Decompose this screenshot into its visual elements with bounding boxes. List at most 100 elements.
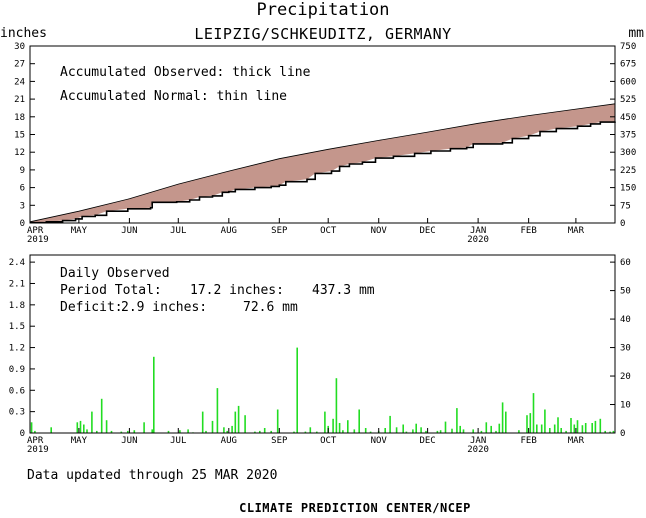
daily-bar (105, 420, 108, 433)
x-tick-label: NOV (371, 436, 388, 446)
y-tick-label-left: 1.5 (9, 322, 25, 332)
daily-bar (544, 409, 546, 433)
daily-bar (549, 428, 551, 433)
y-tick-label-right: 60 (620, 258, 631, 268)
right-unit-label: mm (628, 26, 644, 41)
x-tick-label: DEC (419, 436, 435, 446)
daily-bar (581, 425, 584, 433)
daily-bar (304, 431, 307, 433)
period-total-inches: 17.2 inches: (190, 283, 284, 298)
daily-bar (50, 427, 52, 433)
daily-bar (187, 429, 189, 433)
daily-bar (472, 429, 474, 433)
daily-bar (573, 424, 576, 433)
daily-bar (384, 428, 386, 433)
daily-bar (296, 347, 298, 433)
daily-bar (480, 430, 483, 433)
daily-bar (425, 430, 427, 433)
y-tick-label-left: 18 (14, 113, 25, 123)
daily-bar (211, 420, 214, 433)
accumulated-y-ticks-right: 0 75 150 225 300 375 450 525 600 675 750 (610, 42, 636, 229)
daily-bar (599, 418, 602, 433)
daily-bar (518, 430, 520, 433)
daily-bar (439, 430, 442, 433)
daily-bar (226, 430, 228, 433)
daily-bar (451, 428, 453, 433)
daily-bar (505, 411, 507, 433)
daily-bar (364, 428, 367, 433)
daily-bar (83, 424, 85, 433)
daily-bar (594, 420, 597, 433)
daily-bar (254, 431, 256, 433)
daily-bar (96, 430, 98, 433)
daily-bar (151, 429, 153, 433)
daily-bars (30, 347, 615, 433)
daily-bar (560, 428, 562, 433)
y-tick-label-left: 0 (20, 219, 25, 229)
observed-line (30, 121, 616, 224)
daily-bar (529, 413, 532, 433)
y-tick-label-right: 10 (620, 401, 631, 411)
y-tick-label-right: 20 (620, 372, 631, 382)
period-total-label: Period Total: (60, 283, 162, 298)
y-tick-label-right: 750 (620, 42, 636, 52)
y-tick-label-left: 15 (14, 131, 25, 141)
daily-bar (415, 423, 417, 433)
y-tick-label-right: 40 (620, 315, 631, 325)
daily-bar (490, 425, 492, 433)
daily-bar (369, 431, 372, 433)
x-tick-label: JAN (470, 436, 486, 446)
daily-bar (395, 427, 398, 433)
daily-bar (358, 409, 360, 433)
x-tick-label: JAN (470, 226, 486, 236)
x-tick-label: MAR (568, 226, 585, 236)
daily-bar (167, 430, 170, 433)
daily-bar (338, 423, 341, 433)
deficit-mm: 72.6 mm (243, 300, 298, 315)
daily-bar (532, 393, 535, 433)
y-tick-label-right: 450 (620, 113, 636, 123)
x-tick-label: OCT (320, 436, 337, 446)
daily-bar (412, 429, 414, 433)
daily-bar (485, 422, 488, 433)
daily-bar (420, 427, 422, 433)
y-tick-label-right: 75 (620, 201, 631, 211)
daily-bar (259, 430, 261, 433)
x-tick-year: 2019 (27, 445, 49, 455)
daily-y-ticks-right: 0 10 20 30 40 50 60 (610, 258, 631, 439)
y-tick-label-left: 0 (20, 429, 25, 439)
daily-bar (456, 408, 458, 433)
accumulated-y-ticks-left: 0 3 6 9 12 15 18 21 24 27 30 (14, 42, 35, 229)
daily-frame (29, 254, 616, 434)
daily-bar (276, 409, 279, 433)
y-tick-label-left: 0.3 (9, 408, 25, 418)
daily-bar (91, 411, 93, 433)
y-tick-label-left: 1.8 (9, 301, 25, 311)
source-credit: CLIMATE PREDICTION CENTER/NCEP (239, 501, 471, 515)
x-tick-label: AUG (221, 436, 237, 446)
x-tick-label: MAY (71, 436, 88, 446)
daily-bar (612, 430, 615, 433)
data-updated-text: Data updated through 25 MAR 2020 (27, 468, 277, 483)
x-tick-label: MAY (71, 226, 88, 236)
daily-bar (501, 402, 504, 433)
chart-subtitle: LEIPZIG/SCHKEUDITZ, GERMANY (194, 25, 451, 43)
x-tick-label: FEB (521, 226, 537, 236)
y-tick-label-left: 9 (20, 166, 25, 176)
normal-legend-text: Accumulated Normal: thin line (60, 89, 287, 104)
deficit-label: Deficit: (60, 300, 123, 315)
daily-observed-title: Daily Observed (60, 266, 170, 281)
y-tick-label-left: 24 (14, 77, 25, 87)
daily-bar (110, 430, 113, 433)
x-tick-label: SEP (271, 436, 288, 446)
daily-bar (347, 420, 349, 433)
daily-bar (604, 430, 606, 433)
daily-bar (79, 420, 82, 433)
y-tick-label-right: 225 (620, 166, 636, 176)
y-tick-label-right: 0 (620, 219, 625, 229)
daily-panel: 00.30.60.91.21.51.82.12.4 0102030405060 … (9, 254, 631, 455)
y-tick-label-right: 0 (620, 429, 625, 439)
y-tick-label-right: 675 (620, 60, 636, 70)
